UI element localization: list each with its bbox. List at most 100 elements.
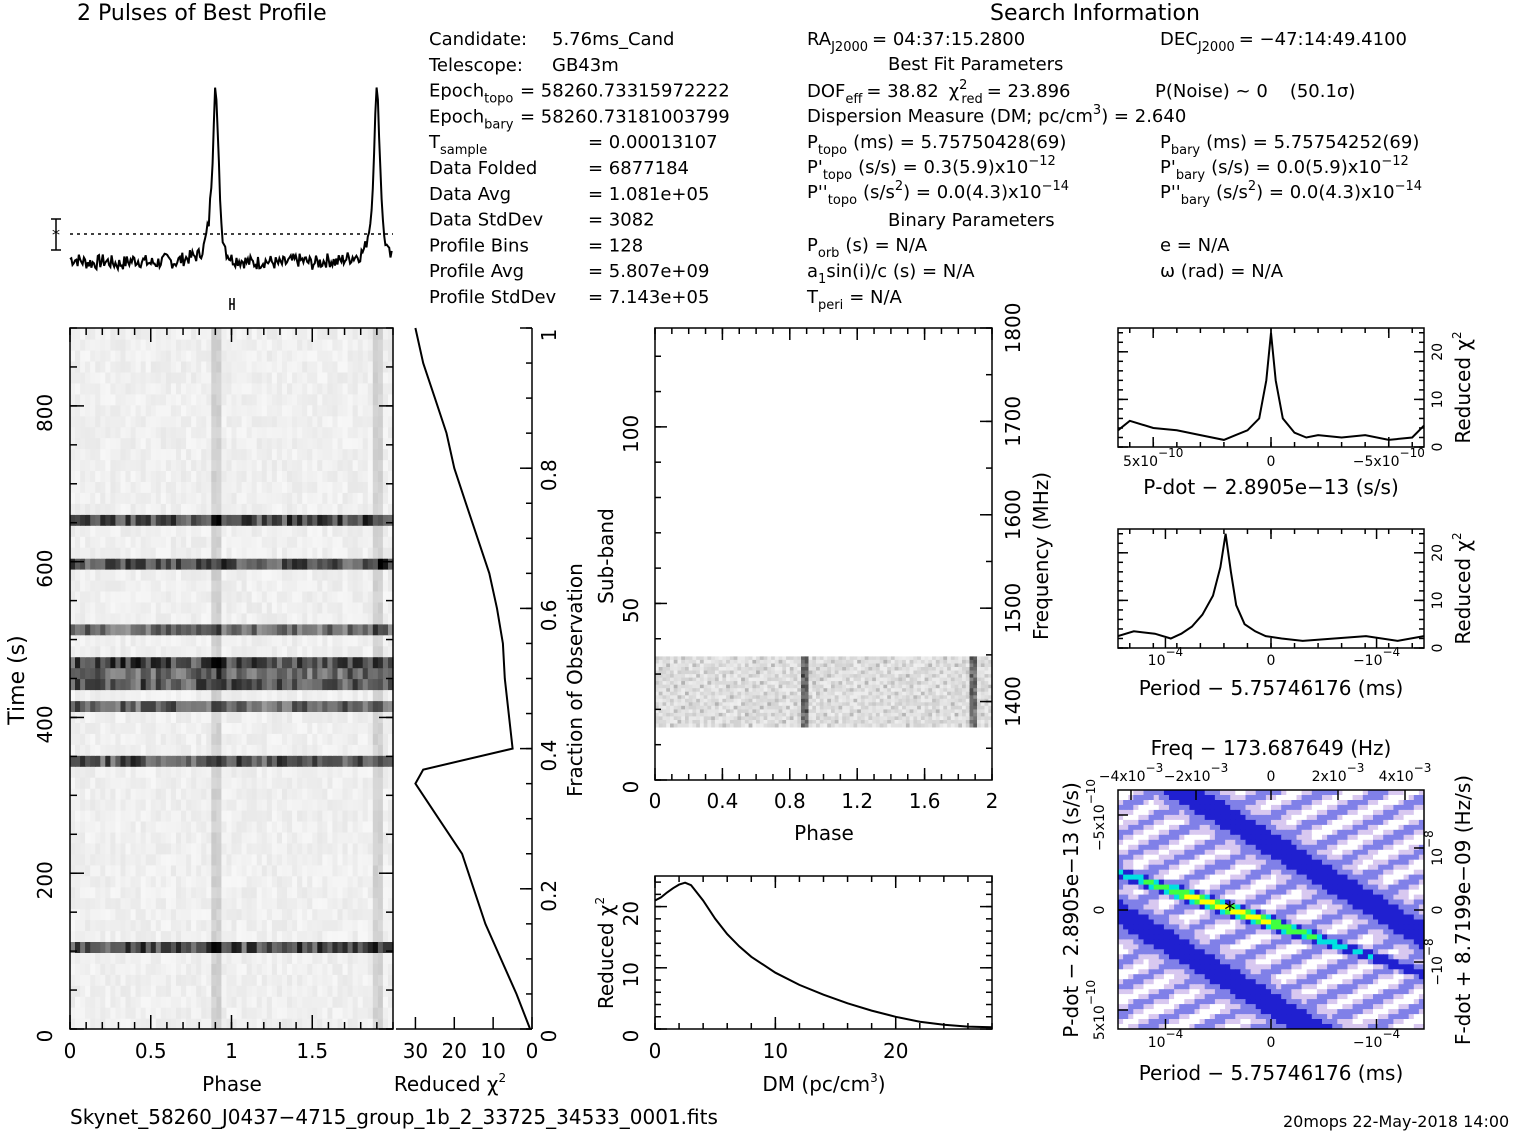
heatmap-cell [322, 459, 328, 471]
heatmap-cell [216, 864, 222, 877]
heatmap-cell [367, 788, 374, 800]
heatmap-cell [696, 681, 701, 686]
heatmap-cell [256, 853, 263, 866]
heatmap-cell [707, 681, 712, 686]
heatmap-cell [302, 339, 308, 351]
heatmap-cell [332, 974, 338, 986]
heatmap-cell [367, 1007, 374, 1019]
heatmap-cell [80, 842, 86, 855]
heatmap-cell [170, 820, 177, 833]
heatmap-cell [382, 601, 389, 614]
heatmap-cell [789, 681, 794, 686]
heatmap-cell [367, 612, 374, 625]
heatmap-cell [241, 820, 248, 833]
heatmap-cell [125, 799, 132, 811]
heatmap-cell [337, 601, 344, 614]
heatmap-cell [342, 349, 349, 362]
heatmap-cell [251, 1018, 258, 1030]
heatmap-cell [307, 590, 313, 603]
tick-label: 0 [33, 1030, 57, 1043]
heatmap-cell [160, 426, 167, 439]
heatmap-cell [977, 663, 982, 668]
heatmap-cell [382, 459, 389, 471]
heatmap-cell [276, 831, 283, 844]
heatmap-cell [756, 674, 761, 679]
heatmap-cell [85, 601, 91, 614]
heatmap-cell [145, 448, 152, 461]
heatmap-cell [125, 930, 132, 942]
heatmap-cell [372, 634, 379, 647]
heatmap-cell [186, 908, 192, 921]
heatmap-cell [812, 663, 817, 668]
heatmap-cell [211, 547, 217, 559]
heatmap-cell [201, 1007, 207, 1019]
heatmap-cell [816, 656, 821, 661]
heatmap-cell [231, 525, 238, 537]
heatmap-cell [312, 897, 318, 910]
heatmap-cell [327, 908, 333, 921]
heatmap-cell [292, 788, 298, 800]
heatmap-cell [130, 864, 137, 877]
heatmap-cell [382, 481, 389, 493]
heatmap-cell [377, 722, 384, 734]
heatmap-cell [246, 908, 253, 921]
heatmap-cell [125, 974, 132, 986]
heatmap-cell [327, 809, 333, 822]
heatmap-cell [236, 601, 243, 614]
heatmap-cell [292, 864, 298, 877]
heatmap-cell [100, 579, 106, 592]
heatmap-cell [236, 558, 243, 570]
heatmap-cell [699, 656, 705, 661]
heatmap-cell [297, 700, 303, 712]
heatmap-cell [347, 437, 354, 450]
heatmap-cell [332, 875, 338, 888]
heatmap-cell [924, 659, 929, 664]
heatmap-cell [266, 777, 273, 789]
heatmap-cell [186, 941, 192, 953]
heatmap-cell [276, 426, 283, 439]
heatmap-cell [819, 663, 824, 668]
heatmap-cell [266, 755, 273, 767]
heatmap-cell [372, 799, 379, 811]
heatmap-cell [231, 853, 238, 866]
heatmap-cell [816, 670, 821, 675]
heatmap-cell [241, 339, 248, 351]
heatmap-cell [241, 382, 248, 395]
heatmap-cell [115, 853, 121, 866]
heatmap-cell [357, 503, 364, 515]
heatmap-cell [201, 678, 207, 691]
heatmap-cell [160, 733, 167, 745]
heatmap-cell [362, 820, 369, 833]
heatmap-cell [372, 897, 379, 910]
heatmap-cell [181, 897, 187, 910]
heatmap-cell [741, 656, 746, 661]
heatmap-cell [292, 886, 298, 899]
heatmap-cell [677, 663, 682, 668]
heatmap-cell [812, 674, 817, 679]
heatmap-cell [327, 547, 333, 559]
heatmap-cell [90, 952, 96, 964]
heatmap-cell [125, 864, 132, 877]
heatmap-cell [105, 426, 111, 439]
heatmap-cell [347, 558, 354, 570]
heatmap-cell [95, 558, 101, 570]
heatmap-cell [377, 371, 384, 384]
heatmap-cell [160, 996, 167, 1008]
heatmap-cell [216, 426, 222, 439]
heatmap-cell [140, 941, 147, 953]
tick-label: 400 [33, 705, 57, 743]
heatmap-cell [362, 766, 369, 778]
heatmap-cell [302, 985, 308, 997]
heatmap-cell [251, 853, 258, 866]
heatmap-cell [744, 663, 750, 668]
heatmap-cell [377, 1007, 384, 1019]
heatmap-cell [231, 1018, 238, 1030]
heatmap-cell [711, 670, 716, 675]
heatmap-cell [266, 590, 273, 603]
heatmap-cell [282, 339, 288, 351]
heatmap-cell [170, 799, 177, 811]
heatmap-cell [322, 722, 328, 734]
heatmap-cell [812, 681, 817, 686]
heatmap-cell [928, 663, 933, 668]
heatmap-cell [909, 667, 914, 671]
